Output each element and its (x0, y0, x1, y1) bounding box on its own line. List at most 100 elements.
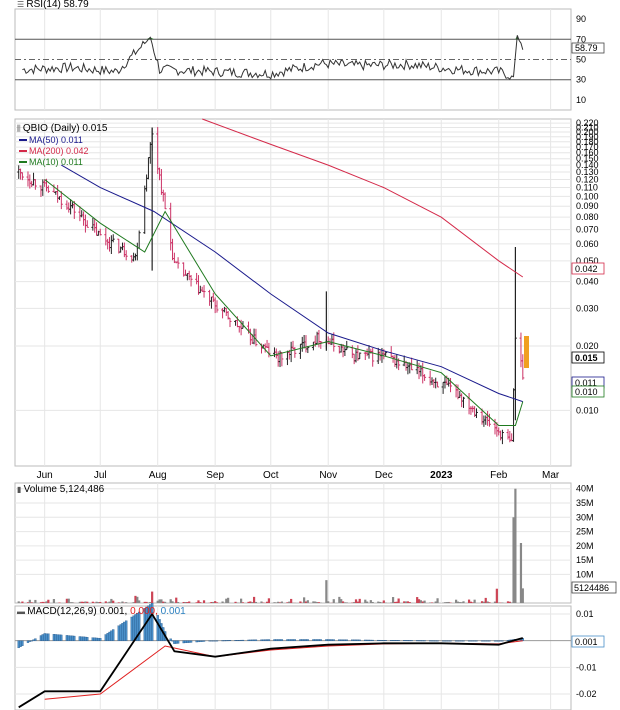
ma50-line (61, 164, 523, 403)
macd-hist-bar (319, 639, 322, 641)
macd-hist-bar (449, 640, 452, 642)
macd-hist-bar (110, 630, 113, 641)
volume-bar (510, 602, 513, 603)
price-tick-label: 0.210 (576, 122, 599, 132)
macd-hist-bar (93, 637, 96, 641)
volume-bar (69, 602, 72, 603)
x-axis-label: Mar (542, 470, 560, 481)
volume-bar (156, 600, 159, 603)
volume-bar (45, 601, 48, 603)
ma200-badge-label: 0.042 (575, 264, 598, 274)
macd-hist-bar (138, 611, 141, 641)
volume-bar (240, 598, 243, 603)
macd-hist-bar (289, 639, 293, 641)
volume-bar (275, 602, 278, 603)
volume-bar (314, 601, 317, 603)
volume-bar (273, 602, 276, 603)
macd-hist-bar (19, 640, 22, 647)
macd-hist-bar (356, 639, 360, 641)
volume-bar (260, 601, 263, 603)
macd-hist-bar (262, 639, 265, 641)
volume-bar (169, 599, 172, 603)
volume-bar (234, 601, 237, 603)
volume-bar (473, 599, 476, 603)
volume-bar (340, 599, 343, 603)
macd-hist-bar (104, 634, 107, 641)
macd-hist-bar (251, 639, 254, 641)
macd-hist-bar (17, 640, 20, 649)
volume-bar (17, 601, 20, 603)
price-ohlc-bars (17, 127, 525, 445)
volume-bar (469, 601, 473, 603)
volume-bar (212, 601, 215, 603)
price-tick-label: 0.100 (576, 191, 599, 201)
macd-hist-bar (210, 640, 213, 642)
macd-hist-bar (267, 639, 271, 641)
macd-hist-bar (410, 640, 413, 642)
macd-hist-bar (228, 640, 232, 641)
macd-hist-bar (67, 635, 70, 641)
volume-bar (30, 602, 33, 603)
price-tick-label: 0.170 (576, 142, 599, 152)
price-title: ⫼ QBIO (Daily) 0.015 (17, 123, 108, 134)
volume-title: ▮ Volume 5,124,486 (17, 484, 105, 495)
macd-hist-bar (480, 640, 484, 642)
volume-bar (95, 601, 98, 603)
macd-hist-bar (486, 640, 489, 642)
volume-bar (34, 599, 37, 603)
volume-bar (379, 601, 382, 603)
volume-bar (454, 599, 458, 603)
macd-hist-bar (80, 636, 83, 641)
volume-bar (429, 602, 432, 603)
volume-bar (184, 601, 187, 603)
volume-bar (202, 600, 206, 603)
legend-label: MA(200) 0.042 (29, 146, 89, 156)
macd-hist-bar (488, 640, 491, 642)
volume-bar (417, 599, 421, 603)
volume-bar (215, 602, 219, 603)
macd-tick-label: 0.01 (576, 609, 594, 619)
volume-bar (86, 601, 89, 603)
volume-bar (382, 600, 385, 603)
price-tick-label: 0.020 (576, 341, 599, 351)
macd-hist-bar (377, 639, 380, 641)
macd-hist-bar (176, 640, 180, 644)
macd-hist-bar (408, 640, 411, 642)
volume-bar (125, 602, 128, 603)
macd-hist-bar (378, 639, 382, 641)
price-title-text: QBIO (Daily) 0.015 (23, 123, 108, 134)
x-axis-label: Jul (94, 470, 107, 481)
macd-hist-bar (47, 633, 50, 641)
volume-bar (486, 601, 489, 603)
price-tick-label: 0.130 (576, 167, 599, 177)
macd-hist-bar (169, 638, 172, 641)
macd-hist-bar (173, 640, 176, 644)
macd-hist-bar (306, 639, 309, 641)
macd-hist-bar (252, 639, 256, 641)
volume-bar (371, 601, 374, 603)
macd-hist-bar (340, 639, 343, 641)
macd-hist-bar (475, 640, 478, 642)
macd-hist-bar (117, 625, 120, 641)
volume-tick-label: 30M (576, 512, 594, 522)
macd-hist-bar (184, 640, 187, 644)
macd-hist-bar (278, 639, 282, 641)
volume-bar (521, 588, 524, 603)
volume-bar (393, 601, 397, 603)
price-tick-label: 0.050 (576, 256, 599, 266)
volume-bar (267, 598, 271, 603)
volume-bar (108, 601, 111, 603)
macd-hist-bar (71, 635, 74, 641)
volume-bar (171, 601, 174, 603)
macd-hist-bar (314, 639, 317, 641)
x-axis-label: Sep (206, 470, 224, 481)
macd-hist-bar (82, 636, 85, 641)
macd-hist-bar (403, 640, 406, 642)
volume-bar (445, 602, 448, 603)
volume-last-badge (571, 581, 617, 594)
macd-tick-label: -0.02 (576, 689, 597, 699)
volume-bar (91, 601, 94, 603)
macd-hist-bar (302, 639, 306, 641)
x-axis-label: Feb (490, 470, 508, 481)
macd-hist-bar (34, 638, 37, 641)
